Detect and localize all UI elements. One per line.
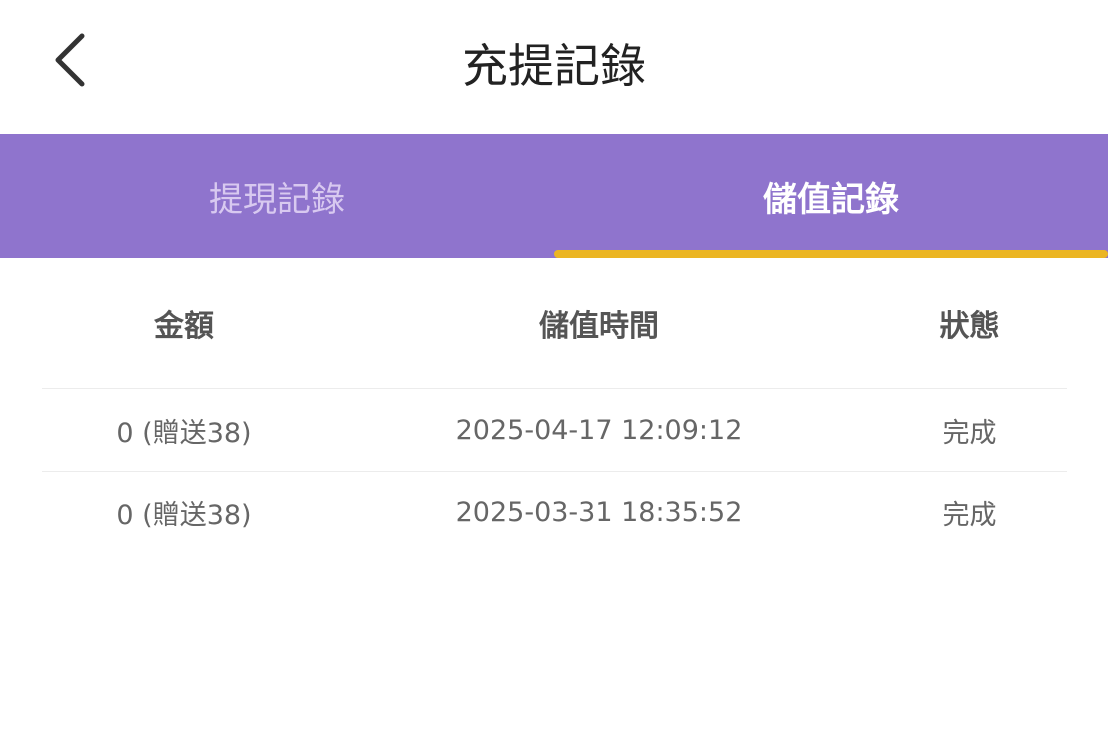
header: 充提記錄 — [0, 0, 1108, 134]
header-amount: 金額 — [154, 309, 214, 344]
status-cell: 完成 — [942, 417, 997, 449]
table-row: 0 (贈送38) 2025-04-17 12:09:12 完成 — [42, 389, 1067, 472]
amount-cell: 0 (贈送38) — [116, 499, 252, 531]
table-header: 金額 儲值時間 狀態 — [42, 258, 1067, 389]
header-status: 狀態 — [939, 309, 1000, 344]
tab-label: 儲值記錄 — [763, 179, 899, 220]
time-cell: 2025-04-17 12:09:12 — [455, 414, 743, 446]
chevron-left-icon[interactable] — [50, 30, 90, 90]
tab-bar: 提現記錄 儲值記錄 — [0, 134, 1108, 258]
tab-deposit-records[interactable]: 儲值記錄 — [554, 134, 1108, 258]
table-row: 0 (贈送38) 2025-03-31 18:35:52 完成 — [42, 471, 1067, 553]
time-cell: 2025-03-31 18:35:52 — [455, 496, 743, 528]
page-title: 充提記錄 — [462, 39, 646, 93]
header-deposit-time: 儲值時間 — [539, 309, 659, 344]
tab-withdraw-records[interactable]: 提現記錄 — [209, 179, 345, 220]
amount-cell: 0 (贈送38) — [116, 417, 252, 449]
active-tab-indicator — [554, 250, 1108, 258]
status-cell: 完成 — [942, 499, 997, 531]
